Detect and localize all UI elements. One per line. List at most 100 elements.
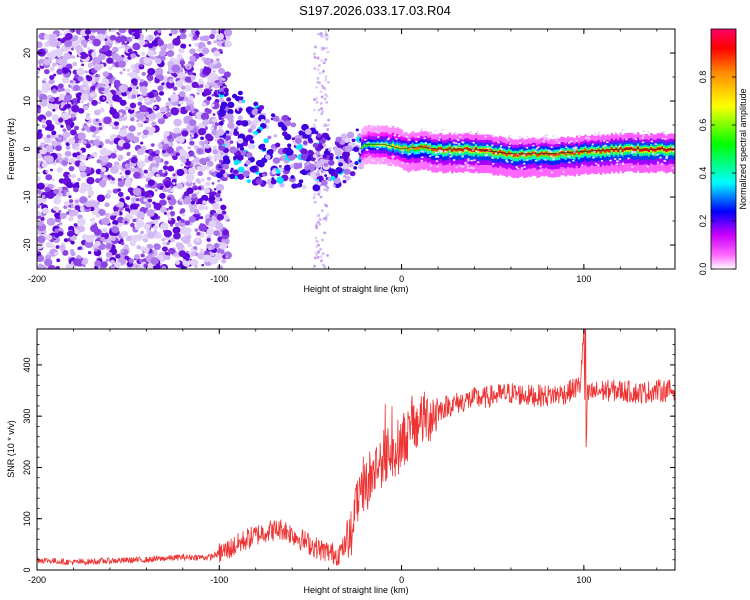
heatmap-cell: [221, 258, 227, 264]
heatmap-cell: [324, 216, 328, 220]
heatmap-cell: [227, 108, 234, 115]
heatmap-cell: [525, 153, 528, 157]
heatmap-cell: [391, 143, 395, 147]
heatmap-cell: [38, 263, 42, 267]
heatmap-cell: [146, 209, 155, 217]
heatmap-cell: [240, 150, 247, 156]
heatmap-cell: [280, 155, 286, 161]
heatmap-cell: [124, 174, 129, 178]
heatmap-cell: [316, 77, 320, 80]
heatmap-cell: [452, 141, 456, 144]
heatmap-cell: [202, 66, 212, 75]
heatmap-cell: [57, 227, 63, 232]
heatmap-cell: [621, 149, 625, 152]
heatmap-cell: [444, 148, 447, 152]
heatmap-cell: [49, 168, 53, 172]
heatmap-cell: [111, 64, 115, 68]
heatmap-cell: [110, 165, 119, 174]
heatmap-cell: [37, 108, 41, 113]
heatmap-cell: [461, 165, 465, 168]
heatmap-cell: [184, 71, 188, 74]
heatmap-cell: [80, 93, 89, 101]
heatmap-cell: [120, 249, 125, 253]
heatmap-cell: [606, 152, 610, 155]
heatmap-cell: [129, 102, 137, 109]
heatmap-cell: [520, 167, 524, 170]
heatmap-cell: [344, 145, 353, 153]
heatmap-cell: [307, 137, 313, 142]
heatmap-cell: [536, 153, 539, 157]
heatmap-cell: [147, 231, 156, 239]
heatmap-cell: [326, 186, 330, 190]
heatmap-cell: [279, 167, 284, 172]
heatmap-cell: [395, 137, 398, 140]
heatmap-cell: [60, 87, 65, 92]
heatmap-cell: [45, 169, 49, 173]
heatmap-cell: [144, 111, 149, 116]
heatmap-cell: [195, 191, 200, 196]
heatmap-cell: [459, 165, 463, 168]
heatmap-cell: [68, 216, 74, 222]
heatmap-cell: [136, 112, 145, 120]
heatmap-cell: [161, 82, 165, 86]
heatmap-cell: [43, 34, 50, 40]
heatmap-cell: [268, 183, 274, 189]
heatmap-cell: [171, 64, 181, 73]
heatmap-cell: [200, 112, 210, 121]
heatmap-cell: [133, 171, 141, 179]
heatmap-cell: [617, 149, 620, 153]
heatmap-cell: [206, 176, 211, 181]
heatmap-cell: [365, 148, 369, 151]
heatmap-cell: [552, 158, 555, 161]
heatmap-cell: [325, 188, 329, 192]
heatmap-cell: [77, 132, 87, 140]
heatmap-cell: [59, 244, 66, 251]
heatmap-cell: [141, 91, 147, 97]
heatmap-cell: [194, 228, 199, 232]
heatmap-cell: [275, 142, 281, 148]
heatmap-cell: [155, 95, 161, 101]
heatmap-cell: [363, 143, 367, 147]
ridge-line: [365, 143, 675, 155]
heatmap-cell: [647, 149, 651, 153]
heatmap-cell: [185, 196, 190, 200]
heatmap-cell: [176, 168, 185, 176]
heatmap-cell: [78, 54, 81, 57]
heatmap-cell: [57, 231, 64, 237]
heatmap-cell: [37, 198, 42, 205]
heatmap-cell: [215, 57, 220, 62]
heatmap-cell: [189, 48, 196, 55]
heatmap-cell: [100, 167, 107, 173]
heatmap-cell: [184, 76, 192, 83]
heatmap-cell: [79, 51, 88, 60]
heatmap-cell: [58, 98, 62, 102]
heatmap-cell: [37, 182, 45, 190]
heatmap-cell: [84, 29, 92, 35]
heatmap-cell: [89, 218, 93, 222]
heatmap-cell: [181, 130, 189, 137]
heatmap-cell: [95, 178, 101, 184]
heatmap-cell: [117, 181, 125, 188]
heatmap-cell: [222, 78, 226, 82]
heatmap-cell: [315, 85, 318, 89]
heatmap-cell: [417, 136, 420, 139]
heatmap-cell: [162, 188, 167, 193]
heatmap-cell: [212, 113, 216, 116]
heatmap-cell: [615, 163, 619, 166]
heatmap-cell: [134, 209, 139, 214]
heatmap-cell: [135, 225, 140, 231]
heatmap-cell: [573, 152, 577, 156]
heatmap-cell: [104, 213, 110, 218]
heatmap-cell: [93, 63, 102, 71]
heatmap-cell: [94, 248, 98, 252]
heatmap-cell: [476, 150, 480, 153]
heatmap-cell: [507, 138, 510, 141]
heatmap-cell: [212, 149, 219, 155]
heatmap-cell: [84, 70, 88, 74]
heatmap-cell: [178, 72, 185, 79]
heatmap-cell: [148, 179, 155, 186]
heatmap-cell: [126, 68, 131, 72]
heatmap-cell: [66, 92, 70, 96]
heatmap-cell: [162, 165, 169, 171]
heatmap-cell: [107, 194, 112, 199]
